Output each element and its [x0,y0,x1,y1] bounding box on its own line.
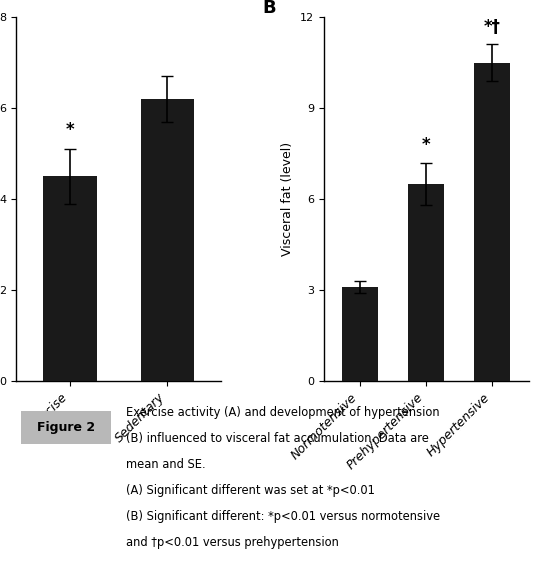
Text: and †p<0.01 versus prehypertension: and †p<0.01 versus prehypertension [126,536,339,549]
Text: Exercise activity (A) and development of hypertension: Exercise activity (A) and development of… [126,406,440,419]
Text: *: * [65,121,74,139]
Bar [408,184,444,381]
Text: (B) influenced to visceral fat accumulation. Data are: (B) influenced to visceral fat accumulat… [126,432,429,445]
Text: mean and SE.: mean and SE. [126,458,206,471]
Text: B: B [262,0,276,17]
Text: Figure 2: Figure 2 [37,421,95,434]
Bar [342,287,378,381]
Text: (B) Significant different: *p<0.01 versus normotensive: (B) Significant different: *p<0.01 versu… [126,510,441,523]
Bar [140,99,194,381]
Bar [474,63,511,381]
FancyBboxPatch shape [21,411,111,444]
Y-axis label: Visceral fat (level): Visceral fat (level) [281,142,294,256]
Text: *: * [422,136,430,154]
Text: (A) Significant different was set at *p<0.01: (A) Significant different was set at *p<… [126,484,375,497]
Bar [43,176,97,381]
Text: *†: *† [484,18,501,36]
